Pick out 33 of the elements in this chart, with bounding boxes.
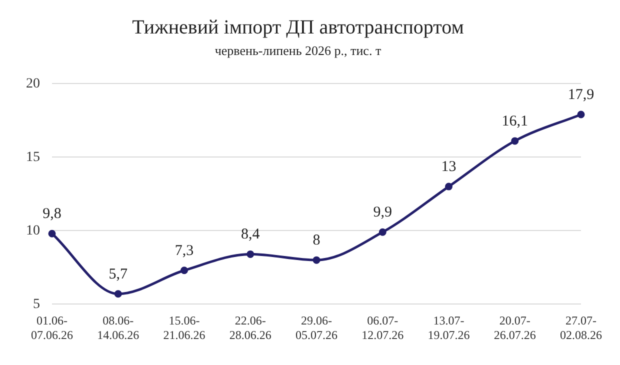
x-tick-label: 20.07-26.07.26 bbox=[494, 314, 536, 342]
point bbox=[378, 228, 386, 236]
point bbox=[48, 230, 56, 238]
x-tick-label: 06.07-12.07.26 bbox=[362, 314, 404, 342]
data-label: 8 bbox=[312, 232, 320, 249]
data-label: 16,1 bbox=[502, 113, 528, 130]
x-tick-label: 01.06-07.06.26 bbox=[31, 314, 73, 342]
data-label: 7,3 bbox=[174, 242, 194, 259]
y-tick-label: 20 bbox=[26, 76, 40, 92]
data-label: 13 bbox=[441, 158, 456, 175]
point bbox=[180, 266, 188, 274]
x-tick-label: 08.06-14.06.26 bbox=[97, 314, 140, 342]
data-label: 5,7 bbox=[108, 266, 128, 282]
x-tick-label: 27.07-02.08.26 bbox=[560, 314, 602, 342]
chart-subtitle: червень-липень 2026 р., тис. т bbox=[214, 43, 382, 58]
x-tick-label: 15.06-21.06.26 bbox=[163, 314, 206, 342]
point bbox=[445, 182, 452, 190]
data-label: 17,9 bbox=[568, 86, 594, 103]
point bbox=[577, 110, 585, 118]
x-tick-label: 22.06-28.06.26 bbox=[229, 314, 272, 342]
x-tick-label: 29.06-05.07.26 bbox=[296, 314, 338, 342]
data-label: 9,8 bbox=[42, 206, 62, 222]
data-label: 9,9 bbox=[373, 204, 392, 221]
point bbox=[511, 137, 519, 145]
point bbox=[114, 290, 122, 298]
y-tick-label: 5 bbox=[33, 296, 40, 312]
data-label: 8,4 bbox=[241, 226, 260, 243]
y-tick-label: 15 bbox=[26, 150, 40, 165]
y-tick-label: 10 bbox=[26, 223, 40, 238]
point bbox=[246, 250, 254, 258]
x-tick-label: 13.07-19.07.26 bbox=[428, 314, 470, 342]
chart-title: Тижневий імпорт ДП автотранспортом bbox=[132, 16, 464, 38]
point bbox=[312, 256, 320, 264]
